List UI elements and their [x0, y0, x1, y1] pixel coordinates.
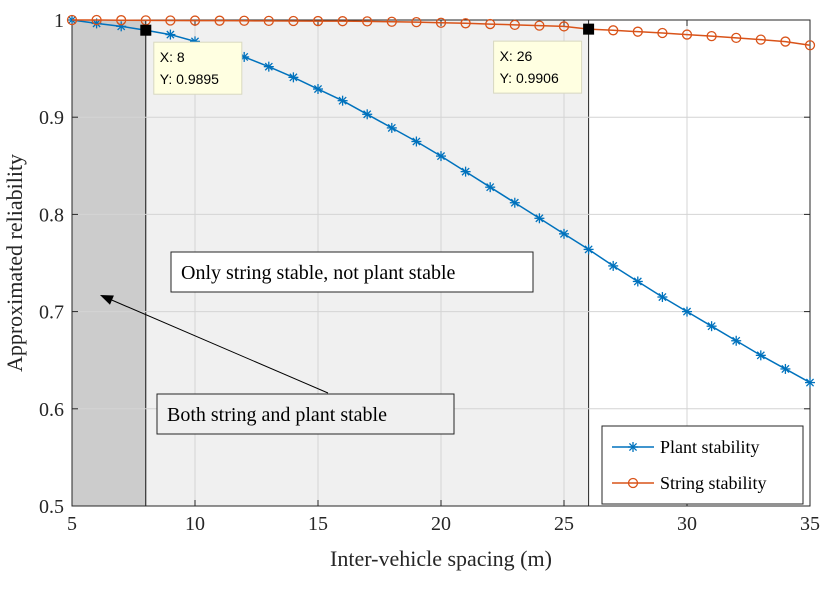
- data-point: [608, 260, 619, 271]
- data-point: [681, 29, 693, 40]
- data-point: [386, 122, 397, 133]
- data-point: [780, 363, 791, 374]
- y-tick-label: 0.7: [39, 302, 64, 324]
- data-point: [755, 34, 766, 45]
- data-point: [411, 136, 422, 147]
- data-point: [559, 228, 569, 239]
- data-point: [313, 84, 323, 95]
- series-line-1: [72, 19, 811, 47]
- data-point: [509, 197, 520, 208]
- y-tick-label: 1: [54, 10, 64, 32]
- data-point: [558, 21, 570, 32]
- datatip-box-1: [493, 40, 583, 94]
- datatip-x-text: X: 8: [160, 49, 185, 65]
- data-point: [337, 16, 348, 27]
- y-tick-label: 0.9: [39, 107, 64, 129]
- data-point: [632, 26, 643, 37]
- data-point: [288, 72, 299, 83]
- y-tick-label: 0.8: [39, 204, 64, 226]
- annotation-arrow: [111, 299, 329, 394]
- data-point: [485, 182, 496, 193]
- y-axis-ticks: 0.5 0.6 0.7 0.8 0.9 1: [39, 10, 810, 518]
- legend-marker-1: [627, 477, 639, 489]
- data-point: [780, 36, 791, 47]
- annotation-arrow-head: [100, 295, 114, 305]
- y-tick-label: 0.6: [39, 399, 64, 421]
- legend-label-0: Plant stability: [660, 437, 760, 457]
- x-tick-label: 30: [677, 513, 697, 535]
- data-point: [632, 276, 643, 287]
- annotation-both-stable-text: Both string and plant stable: [167, 404, 387, 426]
- data-point: [214, 15, 225, 26]
- data-point: [165, 29, 176, 40]
- data-point: [682, 306, 692, 317]
- data-point: [657, 292, 668, 303]
- data-point: [755, 350, 766, 361]
- datatip-y-text: Y: 0.9895: [160, 71, 219, 87]
- data-point: [706, 30, 717, 42]
- datatip-marker-0: [140, 24, 152, 36]
- data-point: [362, 16, 373, 27]
- x-axis-ticks: 5 10 15 20 25 30 35: [67, 20, 820, 535]
- data-point: [436, 151, 446, 162]
- data-point: [804, 40, 816, 51]
- data-point: [91, 14, 102, 26]
- data-point: [731, 32, 742, 44]
- x-tick-label: 5: [67, 513, 77, 535]
- data-point: [657, 27, 668, 39]
- data-point: [386, 16, 397, 27]
- y-axis-label: Approximated reliability: [2, 154, 27, 372]
- data-point: [583, 244, 594, 255]
- data-point: [805, 377, 815, 388]
- data-point: [165, 15, 176, 26]
- data-point: [460, 18, 471, 29]
- data-point: [66, 14, 78, 26]
- data-point: [509, 19, 520, 31]
- datatip-marker-1: [583, 23, 595, 35]
- annotation-both-stable: Both string and plant stable: [100, 295, 455, 435]
- x-tick-label: 35: [800, 513, 820, 535]
- data-point: [608, 25, 619, 36]
- data-point: [263, 15, 274, 27]
- x-tick-label: 10: [185, 513, 205, 535]
- data-point: [534, 20, 545, 31]
- legend-marker-0: [628, 442, 638, 452]
- datatip-box-0: [153, 41, 243, 95]
- data-point: [435, 17, 447, 28]
- legend: Plant stability String stability: [601, 425, 804, 505]
- annotation-only-string-stable-text: Only string stable, not plant stable: [181, 262, 456, 284]
- region-0: [71, 19, 147, 507]
- data-point: [288, 15, 299, 27]
- datatip-x-text: X: 26: [500, 48, 533, 64]
- x-tick-label: 25: [554, 513, 574, 535]
- data-point: [312, 15, 324, 27]
- annotation-only-string-stable: Only string stable, not plant stable: [170, 251, 534, 293]
- datatip-y-text: Y: 0.9906: [500, 70, 559, 86]
- data-point: [263, 61, 274, 72]
- data-point: [362, 109, 373, 120]
- data-point: [411, 16, 422, 28]
- data-point: [337, 95, 348, 106]
- datatips: X: 8 Y: 0.9895 X: 26 Y: 0.9906: [140, 23, 595, 95]
- x-tick-label: 15: [308, 513, 328, 535]
- data-point: [706, 321, 717, 332]
- data-point: [485, 18, 496, 30]
- x-axis-label: Inter-vehicle spacing (m): [330, 546, 552, 571]
- x-tick-label: 20: [431, 513, 451, 535]
- legend-label-1: String stability: [660, 473, 767, 493]
- data-point: [534, 213, 545, 224]
- y-tick-label: 0.5: [39, 496, 64, 518]
- data-point: [731, 335, 742, 346]
- data-point: [116, 15, 127, 26]
- data-point: [460, 166, 471, 177]
- data-point: [189, 15, 201, 26]
- series-lines: [66, 14, 816, 388]
- data-point: [239, 15, 250, 26]
